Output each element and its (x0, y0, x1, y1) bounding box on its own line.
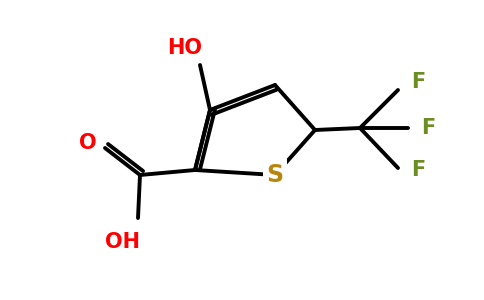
Text: F: F (411, 72, 425, 92)
Text: F: F (411, 160, 425, 180)
Text: S: S (266, 163, 284, 187)
Text: O: O (79, 133, 97, 153)
Text: F: F (421, 118, 435, 138)
Text: OH: OH (105, 232, 139, 252)
Text: HO: HO (167, 38, 202, 58)
